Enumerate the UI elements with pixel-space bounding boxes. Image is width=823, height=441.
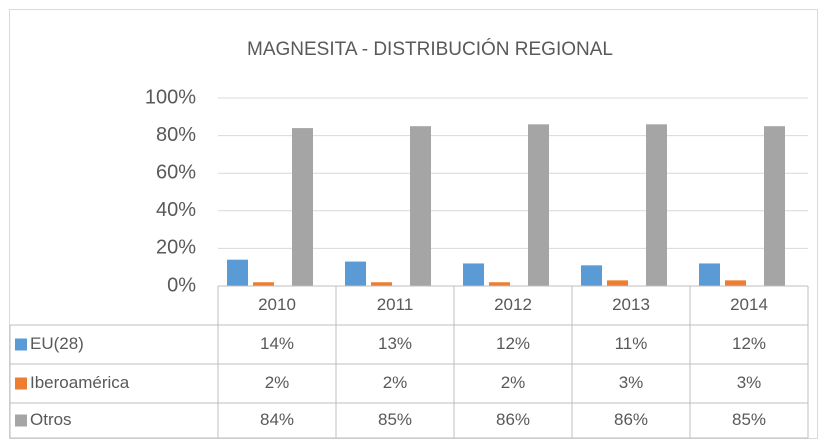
bar	[345, 261, 366, 286]
y-tick-label: 100%	[145, 86, 196, 108]
y-tick-label: 40%	[156, 199, 196, 221]
x-tick-label: 2014	[730, 295, 768, 314]
y-tick-label: 60%	[156, 161, 196, 183]
legend-key	[15, 377, 27, 390]
y-tick-label: 80%	[156, 124, 196, 146]
legend-label: Otros	[30, 410, 72, 429]
table-value: 11%	[615, 334, 648, 353]
table-value: 84%	[260, 410, 294, 429]
bar	[699, 263, 720, 286]
x-tick-label: 2013	[612, 295, 650, 314]
table-value: 85%	[378, 410, 412, 429]
legend-label: Iberoamérica	[30, 373, 130, 392]
bar	[489, 282, 510, 286]
bar	[646, 124, 667, 286]
x-tick-label: 2010	[258, 295, 296, 314]
table-value: 2%	[265, 373, 290, 392]
table-value: 3%	[737, 373, 762, 392]
legend-key	[15, 338, 27, 351]
table-value: 13%	[378, 334, 412, 353]
bar	[528, 124, 549, 286]
bar	[725, 280, 746, 286]
table-value: 12%	[496, 334, 530, 353]
bar	[764, 126, 785, 286]
table-value: 86%	[496, 410, 530, 429]
y-tick-label: 20%	[156, 237, 196, 259]
bar	[371, 282, 392, 286]
table-value: 2%	[501, 373, 526, 392]
bar	[292, 128, 313, 286]
table-value: 86%	[614, 410, 648, 429]
bar	[410, 126, 431, 286]
bar	[607, 280, 628, 286]
bar	[227, 259, 248, 286]
legend-key	[15, 414, 27, 427]
x-tick-label: 2011	[377, 295, 414, 314]
bar	[581, 265, 602, 286]
table-value: 2%	[383, 373, 408, 392]
table-value: 3%	[619, 373, 644, 392]
chart-title: MAGNESITA - DISTRIBUCIÓN REGIONAL	[247, 38, 613, 60]
table-value: 85%	[732, 410, 766, 429]
bar	[463, 263, 484, 286]
y-tick-label: 0%	[167, 274, 196, 296]
x-tick-label: 2012	[494, 295, 532, 314]
table-value: 12%	[732, 334, 766, 353]
legend-label: EU(28)	[30, 334, 84, 353]
table-value: 14%	[260, 334, 294, 353]
bar	[253, 282, 274, 286]
